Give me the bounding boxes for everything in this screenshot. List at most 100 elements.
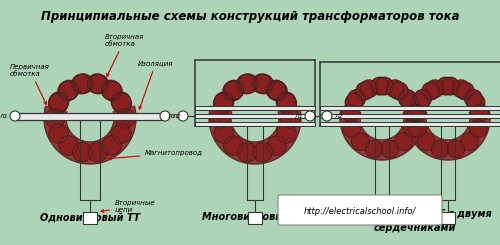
Circle shape [442,77,459,95]
Circle shape [224,80,244,100]
Circle shape [280,109,299,128]
Text: Вторичные
цепи: Вторичные цепи [101,199,156,212]
Text: Л1: Л1 [0,113,8,119]
Circle shape [346,94,363,111]
Polygon shape [406,107,490,160]
Circle shape [456,82,474,100]
Text: http://electricalschool.info/: http://electricalschool.info/ [304,207,416,216]
Circle shape [276,124,296,143]
Text: Одновитковый ТТ: Одновитковый ТТ [40,212,140,222]
Bar [320,106,500,110]
Circle shape [401,94,418,111]
Circle shape [238,74,258,93]
Circle shape [223,81,242,101]
Circle shape [360,80,378,98]
Circle shape [398,90,416,107]
Text: Изоляция: Изоляция [138,60,173,109]
Circle shape [214,94,233,113]
Circle shape [405,104,422,122]
Circle shape [72,142,92,162]
Circle shape [252,74,272,93]
Circle shape [160,111,170,121]
Polygon shape [44,106,136,164]
Bar [195,114,315,118]
Circle shape [102,80,120,100]
Circle shape [390,82,408,100]
Circle shape [418,133,435,150]
Circle shape [452,80,470,98]
Bar [320,122,500,126]
Circle shape [322,111,332,121]
Circle shape [253,142,272,162]
Circle shape [254,74,274,94]
Circle shape [371,77,388,95]
Text: Магнитопровод: Магнитопровод [109,150,203,160]
Polygon shape [209,106,301,164]
Circle shape [305,111,315,121]
Circle shape [214,124,234,143]
Bar [83,212,97,224]
FancyBboxPatch shape [278,195,442,225]
Circle shape [112,92,130,111]
Text: Многовитковый ТТ с двумя
сердечниками: Многовитковый ТТ с двумя сердечниками [338,209,492,233]
Circle shape [116,109,134,128]
Circle shape [210,109,230,128]
Circle shape [437,77,454,95]
Circle shape [112,124,131,143]
Circle shape [46,109,64,128]
Bar [441,212,455,224]
Circle shape [464,90,482,107]
Bar [320,114,500,118]
Circle shape [356,82,374,100]
Circle shape [342,104,359,122]
Circle shape [238,142,257,162]
Circle shape [470,120,487,137]
Circle shape [404,120,421,137]
Circle shape [10,111,20,121]
Circle shape [268,81,287,101]
Circle shape [58,136,78,155]
Circle shape [267,136,286,155]
Circle shape [471,104,488,122]
Circle shape [343,120,360,137]
Text: Принципиальные схемы конструкций трансформаторов тока: Принципиальные схемы конструкций трансфо… [41,10,459,23]
Circle shape [49,124,68,143]
Circle shape [87,74,106,93]
Circle shape [50,92,68,111]
Circle shape [422,82,440,100]
Circle shape [224,136,243,155]
Text: Вторичная
обмотка: Вторичная обмотка [105,34,144,76]
Circle shape [72,74,91,94]
Circle shape [58,81,78,101]
Text: Первичная
обмотка: Первичная обмотка [10,63,50,104]
Circle shape [426,80,444,98]
Text: Л1: Л1 [294,113,303,119]
Circle shape [461,133,478,150]
Circle shape [467,94,484,111]
Bar [375,212,389,224]
Text: Л1: Л1 [167,113,176,119]
Circle shape [447,140,464,158]
Circle shape [60,80,78,100]
Circle shape [395,133,412,150]
Circle shape [102,81,122,101]
Text: Л2: Л2 [334,113,343,119]
Circle shape [236,74,256,94]
Circle shape [74,74,93,93]
Bar [195,122,315,126]
Circle shape [386,80,404,98]
Circle shape [366,140,383,158]
Circle shape [414,90,432,107]
Circle shape [412,94,429,111]
Circle shape [409,120,426,137]
Text: Л2: Л2 [172,113,181,119]
Circle shape [266,80,285,100]
Circle shape [408,104,425,122]
Circle shape [178,111,188,121]
Circle shape [112,94,132,113]
Circle shape [381,140,398,158]
Bar [195,106,315,110]
Circle shape [276,92,295,111]
Circle shape [277,94,296,113]
Circle shape [214,92,234,111]
